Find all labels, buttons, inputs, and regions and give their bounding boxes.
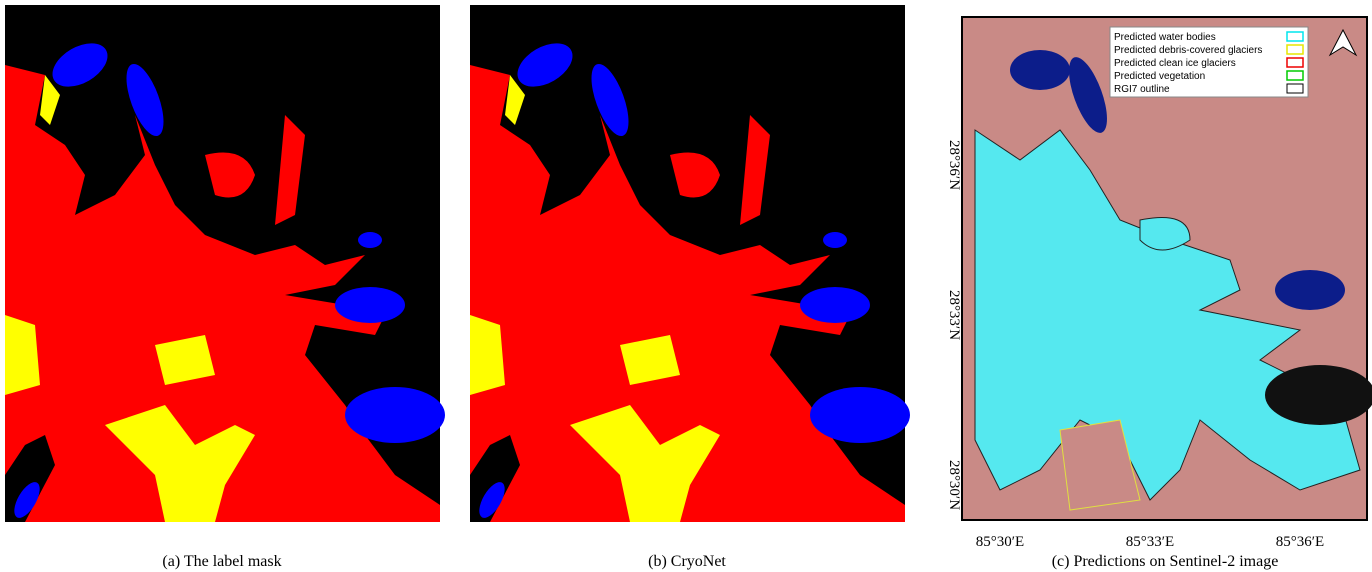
x-label: 85°36′E bbox=[1276, 534, 1324, 550]
legend-label: Predicted vegetation bbox=[1114, 71, 1205, 82]
figure: Predicted water bodies Predicted debris-… bbox=[0, 0, 1372, 572]
y-label: 28°30′N bbox=[946, 460, 962, 510]
legend-label: Predicted clean ice glaciers bbox=[1114, 58, 1236, 69]
y-label: 28°36′N bbox=[946, 140, 962, 190]
legend-label: Predicted debris-covered glaciers bbox=[1114, 45, 1262, 56]
legend-label: RGI7 outline bbox=[1114, 84, 1170, 95]
caption: (b) CryoNet bbox=[648, 553, 726, 570]
label-mask-image bbox=[5, 5, 445, 522]
x-label: 85°30′E bbox=[976, 534, 1024, 550]
y-label: 28°33′N bbox=[946, 290, 962, 340]
caption: (c) Predictions on Sentinel-2 image bbox=[1052, 553, 1279, 570]
legend-label: Predicted water bodies bbox=[1114, 32, 1216, 43]
cryonet-image bbox=[470, 5, 910, 522]
x-label: 85°33′E bbox=[1126, 534, 1174, 550]
caption: (a) The label mask bbox=[162, 553, 281, 570]
